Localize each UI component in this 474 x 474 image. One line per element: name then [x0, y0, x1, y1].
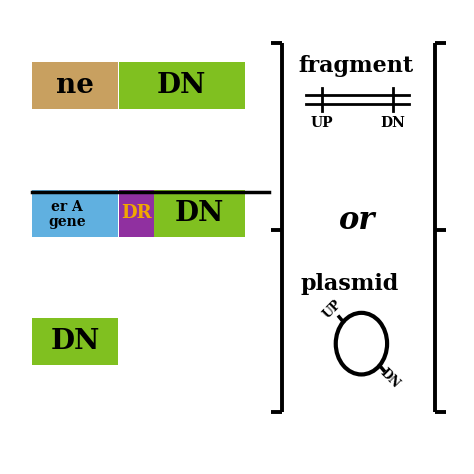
- FancyBboxPatch shape: [32, 62, 118, 109]
- Text: fragment: fragment: [298, 55, 413, 77]
- Text: er A: er A: [51, 200, 83, 214]
- Text: DN: DN: [381, 116, 405, 130]
- Text: DN: DN: [50, 328, 100, 355]
- FancyBboxPatch shape: [32, 190, 118, 237]
- Text: DR: DR: [121, 204, 152, 222]
- FancyBboxPatch shape: [154, 190, 245, 237]
- Text: gene: gene: [48, 215, 86, 229]
- FancyBboxPatch shape: [118, 190, 154, 237]
- Text: DN: DN: [378, 366, 402, 391]
- FancyBboxPatch shape: [32, 318, 118, 365]
- Text: DN: DN: [157, 72, 206, 99]
- Text: UP: UP: [321, 297, 345, 321]
- FancyBboxPatch shape: [118, 62, 245, 109]
- Text: plasmid: plasmid: [301, 273, 399, 295]
- Text: or: or: [339, 205, 376, 236]
- Text: UP: UP: [310, 116, 333, 130]
- Text: DN: DN: [175, 200, 224, 227]
- Text: ne: ne: [56, 72, 94, 99]
